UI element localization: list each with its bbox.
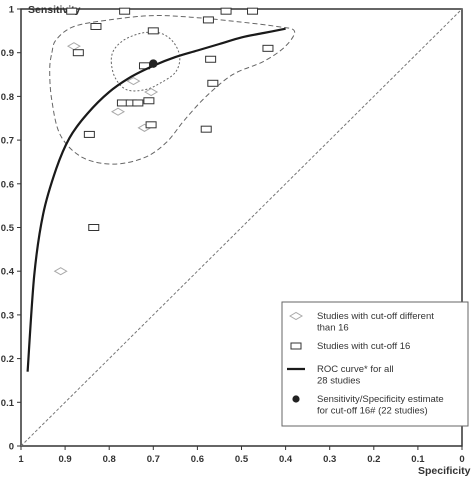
y-tick-label: 0.8 [1,92,14,103]
legend-label: ROC curve* for all [317,364,394,375]
y-tick-label: 0 [9,442,14,453]
rect-marker [200,125,212,133]
roc-curve-line [26,27,286,372]
confidence-regions [49,15,296,165]
x-axis-title: Specificity [418,465,471,477]
rect-marker [205,55,217,63]
x-tick-label: 0 [459,454,464,465]
y-tick-label: 0.3 [1,310,14,321]
axis-ticks: 1 0.9 0.8 0.7 0.6 0.5 0.4 0.3 0.2 0.1 0 0 0.1 0.2 0.3 0… [1,5,465,466]
x-tick-label: 0.3 [323,454,336,465]
diamond-marker [144,87,159,97]
y-tick-label: 0.4 [1,267,15,278]
x-tick-label: 0.9 [58,454,71,465]
y-tick-label: 0.1 [1,398,15,409]
rect-marker [72,49,84,57]
rect-marker [143,97,155,105]
rect-marker [220,7,232,15]
legend-frame [281,301,469,427]
y-tick-label: 0.2 [1,354,14,365]
legend-label: than 16 [317,323,349,334]
legend-diamond-symbol [289,311,303,321]
diamond-marker [66,42,81,51]
legend-label: Sensitivity/Specificity estimate [317,394,444,405]
y-tick-label: 1 [9,5,15,16]
x-tick-label: 0.7 [147,454,160,465]
dot-marker [149,59,158,68]
x-tick-label: 0.4 [279,454,293,465]
rect-marker [88,224,100,231]
x-tick-label: 0.6 [191,454,204,465]
diagonal-line [20,8,463,447]
x-tick-label: 0.5 [235,454,249,465]
y-tick-label: 0.9 [1,48,14,59]
legend-rect-symbol [290,342,302,350]
y-tick-label: 0.6 [1,179,14,190]
rect-marker [145,121,157,129]
rect-marker [119,7,131,15]
rect-marker [247,7,259,15]
confidence-region-outer [49,15,296,165]
y-tick-label: 0.7 [1,136,14,147]
rect-marker [262,44,274,52]
rect-marker [83,130,95,138]
legend-label: 28 studies [317,376,361,387]
confidence-region-inner [110,31,181,92]
rect-marker [132,99,144,107]
rect-marker [147,27,159,35]
legend-label: Studies with cut-off different [317,311,434,322]
rect-marker [90,22,102,30]
rect-marker [202,16,214,24]
study-markers [26,7,286,372]
x-tick-label: 0.8 [103,454,116,465]
x-tick-label: 1 [18,454,24,465]
x-tick-label: 0.1 [411,454,425,465]
legend-dot-symbol [292,395,300,403]
diamond-marker [126,77,141,86]
rect-marker [207,79,219,87]
chance-diagonal [20,8,463,447]
legend-label: for cut-off 16# (22 studies) [317,406,428,417]
x-tick-label: 0.2 [367,454,380,465]
legend-label: Studies with cut-off 16 [317,341,410,352]
diamond-marker [53,267,68,276]
rect-marker [66,7,78,15]
diamond-marker [111,107,126,116]
y-tick-label: 0.5 [1,223,15,234]
